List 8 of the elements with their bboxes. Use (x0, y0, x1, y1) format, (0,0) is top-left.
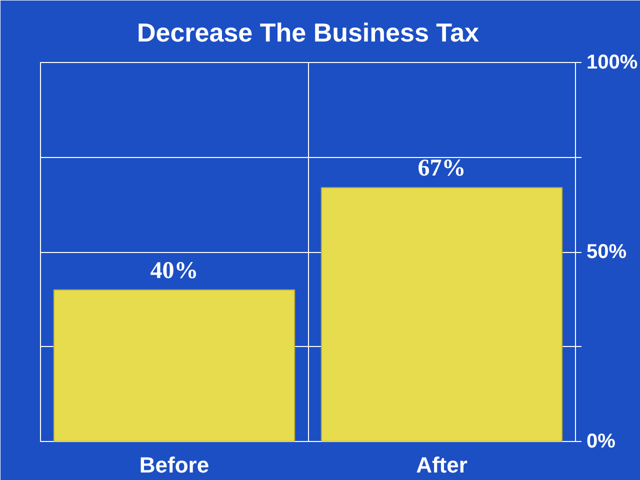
x-tick-label: Before (139, 452, 210, 478)
y-tick-label: 0% (586, 430, 616, 452)
y-tick-label: 50% (586, 241, 627, 263)
chart-title: Decrease The Business Tax (136, 18, 480, 48)
x-tick-label: After (416, 452, 468, 478)
data-label: 40% (150, 258, 198, 284)
data-label: 67% (418, 156, 466, 182)
y-tick-label: 100% (586, 52, 638, 74)
